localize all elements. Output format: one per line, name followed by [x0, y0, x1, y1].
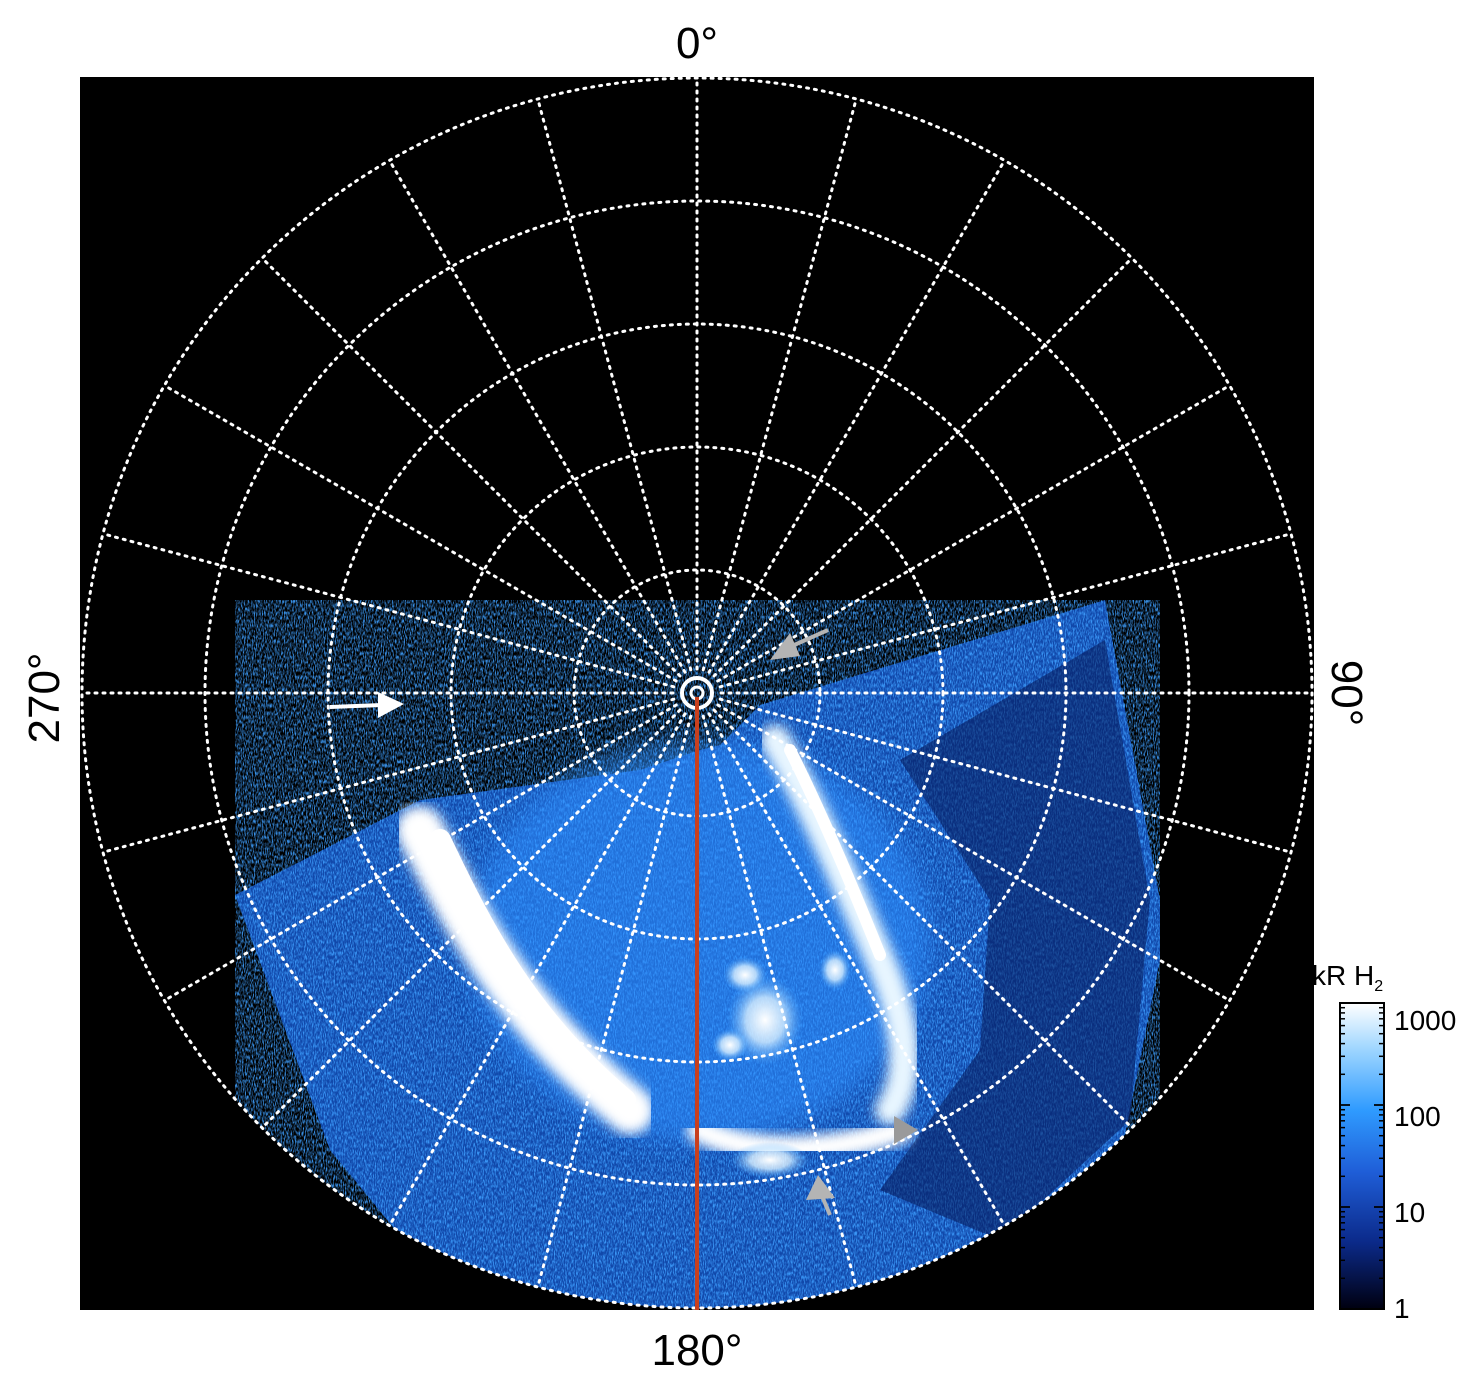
gray-arrow-upper — [770, 628, 829, 660]
grid-latitude-circle — [80, 76, 1314, 1310]
grid-meridian-line — [701, 97, 858, 672]
white-arrow — [329, 692, 404, 718]
gray-arrow-bottom — [806, 1175, 835, 1216]
grid-meridian-line — [536, 97, 693, 672]
polar-grid — [80, 76, 1314, 1310]
colorbar-tick-1000: 1000 — [1394, 1005, 1456, 1036]
grid-meridian-line — [707, 712, 1006, 1228]
grid-meridian-line — [101, 697, 676, 854]
spot-4 — [819, 950, 851, 990]
grid-meridian-line — [162, 703, 678, 1002]
spot-3 — [712, 1029, 748, 1061]
colorbar-tick-1: 1 — [1394, 1293, 1410, 1324]
colorbar-tick-10: 10 — [1394, 1197, 1425, 1228]
label-right: 90° — [1322, 660, 1371, 727]
left-main-arc-core — [429, 829, 636, 1111]
grid-meridian-line — [718, 697, 1293, 854]
spot-5 — [730, 1142, 810, 1178]
label-top: 0° — [676, 19, 718, 68]
grid-meridian-line — [388, 158, 687, 674]
grid-meridian-line — [536, 714, 693, 1289]
grid-meridian-line — [716, 703, 1232, 1002]
spot-2 — [723, 957, 767, 993]
label-left: 270° — [20, 652, 69, 743]
grid-meridian-line — [162, 384, 678, 683]
colorbar: kR H2 1000 100 10 1 — [1312, 960, 1456, 1324]
gray-arrowhead-right — [894, 1116, 918, 1144]
grid-meridian-line — [716, 384, 1232, 683]
colorbar-gradient — [1339, 1002, 1385, 1310]
grid-meridian-line — [718, 532, 1293, 689]
colorbar-tick-100: 100 — [1394, 1101, 1441, 1132]
grid-latitude-circle — [203, 199, 1191, 1187]
emission-dark-band — [880, 640, 1150, 1240]
grid-meridian-line — [701, 714, 858, 1289]
grid-meridian-line — [712, 256, 1134, 678]
colorbar-title-subscript: 2 — [1374, 978, 1383, 995]
grid-meridian-line — [712, 708, 1134, 1130]
grid-meridian-line — [260, 708, 682, 1130]
grid-meridian-line — [101, 532, 676, 689]
grid-meridian-line — [260, 256, 682, 678]
label-bottom: 180° — [651, 1326, 742, 1375]
grid-meridian-line — [388, 712, 687, 1228]
grid-meridian-line — [707, 158, 1006, 674]
right-main-arc-core — [784, 744, 886, 961]
colorbar-title: kR H2 — [1312, 960, 1383, 995]
